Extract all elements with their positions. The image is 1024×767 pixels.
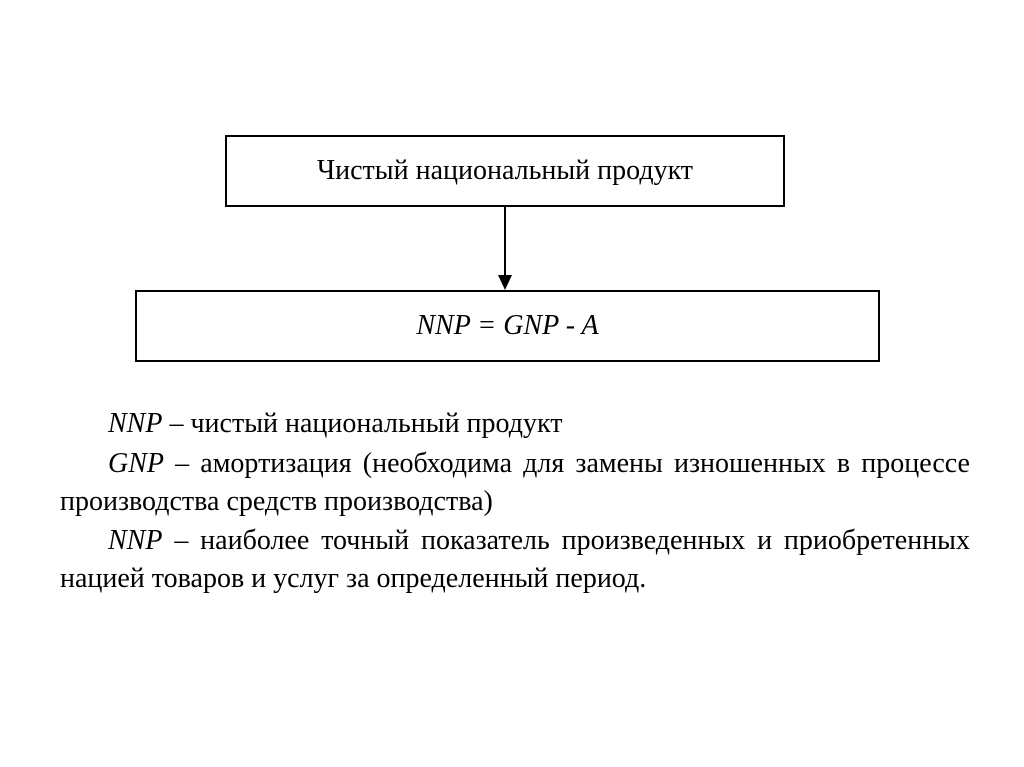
node-formula-label: NNP = GNP - A <box>416 310 598 342</box>
arrow-down-icon <box>495 207 515 290</box>
legend-term-3: NNP <box>108 525 162 556</box>
legend-term-2: GNP <box>108 448 164 479</box>
diagram-canvas: Чистый национальный продукт NNP = GNP - … <box>0 0 1024 767</box>
legend-line-3: NNP – наиболее точный показатель произве… <box>60 522 970 598</box>
node-title: Чистый национальный продукт <box>225 135 785 207</box>
legend-text-2: – амортизация (необходима для замены изн… <box>60 448 970 517</box>
node-formula: NNP = GNP - A <box>135 290 880 362</box>
legend-block: NNP – чистый национальный продукт GNP – … <box>60 405 970 600</box>
node-title-label: Чистый национальный продукт <box>317 155 693 187</box>
legend-line-1: NNP – чистый национальный продукт <box>60 405 970 443</box>
legend-text-1: – чистый национальный продукт <box>162 408 562 439</box>
legend-term-1: NNP <box>108 408 162 439</box>
legend-text-3: – наиболее точный показатель произведенн… <box>60 525 970 594</box>
legend-line-2: GNP – амортизация (необходима для замены… <box>60 445 970 521</box>
